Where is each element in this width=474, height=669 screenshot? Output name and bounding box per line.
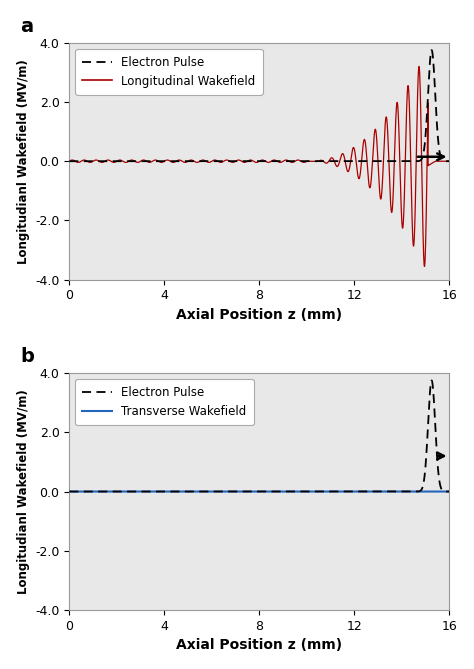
Y-axis label: Longitudianl Wakefield (MV/m): Longitudianl Wakefield (MV/m) (17, 389, 30, 594)
X-axis label: Axial Position z (mm): Axial Position z (mm) (176, 638, 342, 652)
Y-axis label: Longitudianl Wakefield (MV/m): Longitudianl Wakefield (MV/m) (17, 59, 30, 264)
Text: b: b (20, 347, 34, 366)
Legend: Electron Pulse, Transverse Wakefield: Electron Pulse, Transverse Wakefield (75, 379, 254, 425)
Text: a: a (20, 17, 33, 35)
Legend: Electron Pulse, Longitudinal Wakefield: Electron Pulse, Longitudinal Wakefield (75, 49, 263, 94)
X-axis label: Axial Position z (mm): Axial Position z (mm) (176, 308, 342, 322)
